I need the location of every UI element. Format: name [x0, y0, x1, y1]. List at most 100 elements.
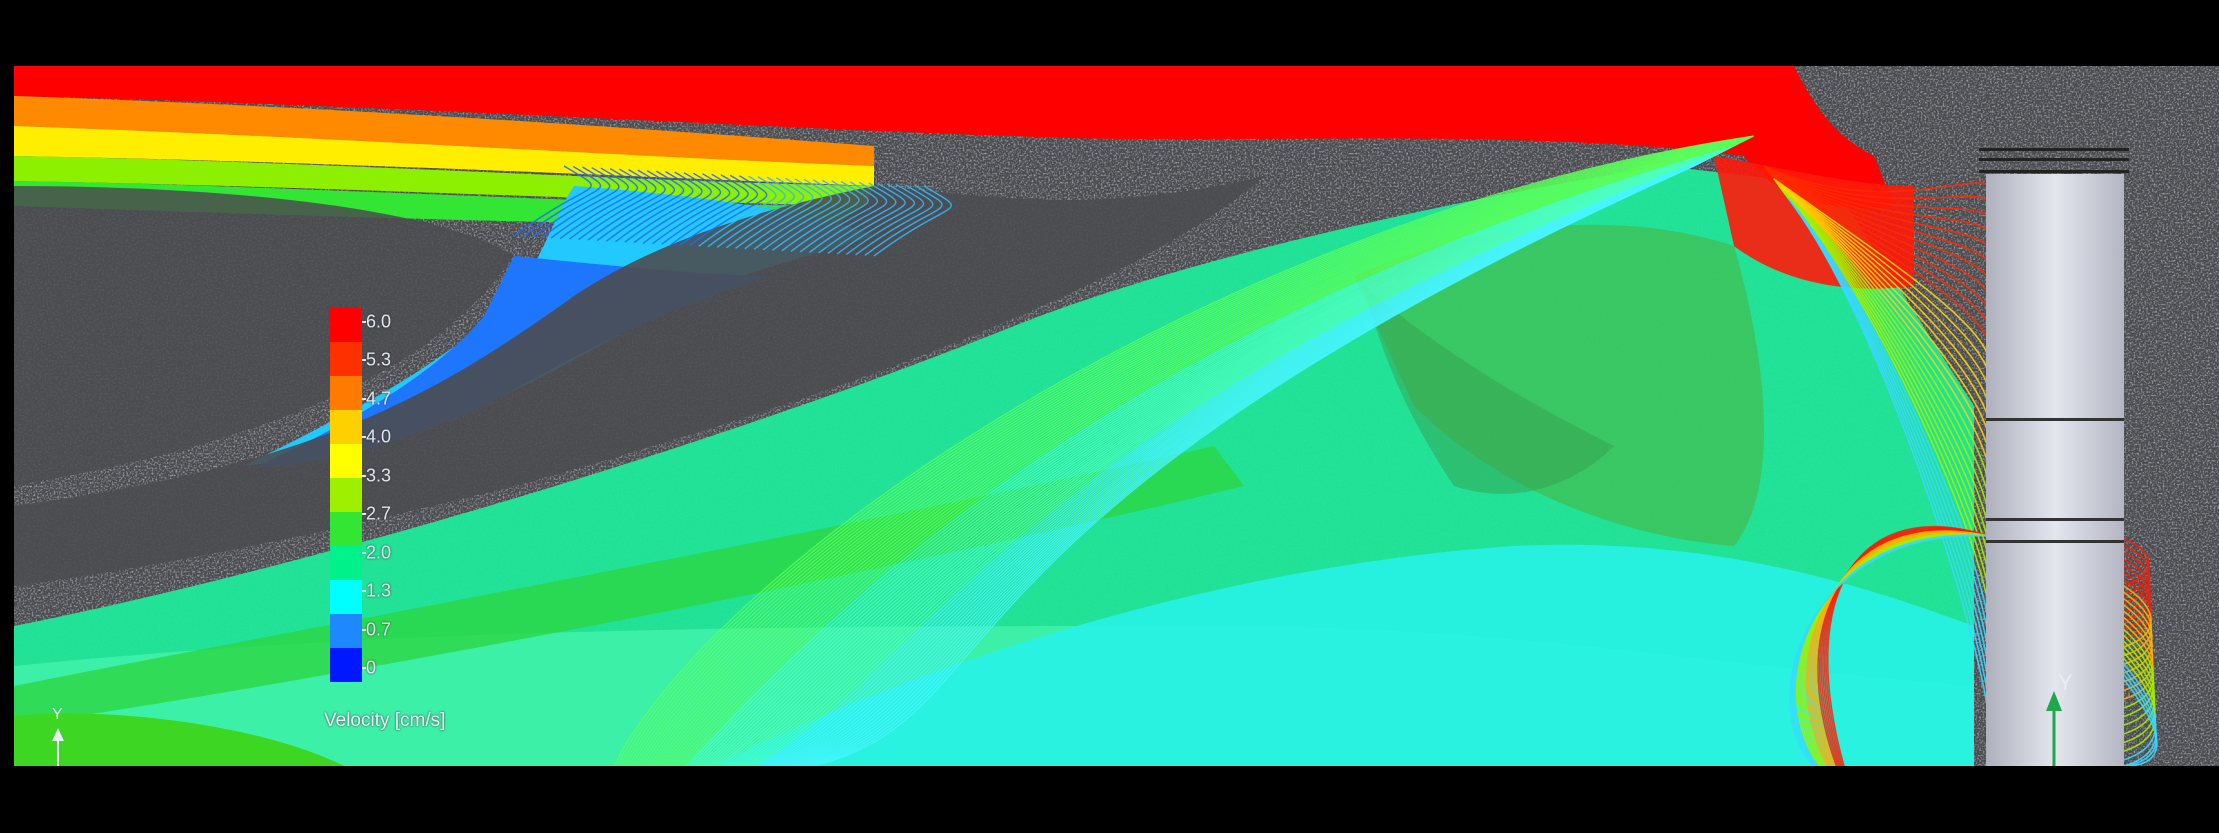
streamline — [665, 143, 1739, 766]
legend-tick-mark — [362, 590, 366, 593]
streamline — [622, 136, 1752, 766]
cylinder-column — [1979, 148, 2129, 766]
streamline — [697, 147, 1729, 766]
legend-tick-label: 0.7 — [366, 619, 392, 640]
streamline — [735, 177, 814, 249]
streamline — [707, 176, 786, 248]
streamline — [735, 153, 1718, 766]
streamline — [726, 152, 1721, 766]
streamline — [630, 137, 1749, 766]
streamline — [729, 152, 1720, 766]
streamline — [605, 170, 685, 242]
streamline — [619, 136, 1753, 766]
streamline — [805, 164, 1697, 766]
streamline — [723, 151, 1722, 766]
streamline — [654, 141, 1742, 766]
legend-tick-mark — [362, 436, 366, 439]
flow-field-green-band — [14, 446, 1244, 726]
streamline — [688, 146, 1732, 766]
axis-triad-left — [52, 728, 64, 766]
velocity-legend: 6.0 5.3 4.7 4.0 3.3 2.7 2.0 1.3 0.7 0 Velocity [c… — [314, 240, 514, 740]
streamline — [616, 135, 1754, 766]
streamline — [691, 147, 1731, 766]
streamline — [813, 165, 1695, 766]
streamline — [781, 180, 860, 252]
cylinder-cap-line-2 — [1979, 158, 2129, 161]
streamline — [755, 156, 1712, 766]
streamline — [784, 161, 1703, 766]
cylinder-mid-line — [1986, 418, 2124, 421]
streamline — [700, 148, 1729, 766]
streamline — [541, 166, 620, 239]
legend-swatch — [330, 342, 362, 376]
streamline — [716, 176, 796, 248]
streamline — [578, 168, 657, 241]
streamlines — [513, 135, 2158, 766]
streamline — [668, 143, 1738, 766]
streamline — [706, 149, 1727, 766]
obstacle-middle-wedge — [14, 176, 1264, 586]
streamline — [732, 153, 1719, 766]
streamline — [770, 158, 1708, 766]
streamline — [633, 138, 1749, 766]
legend-swatch — [330, 376, 362, 410]
legend-tick-mark — [362, 359, 366, 362]
streamline — [746, 155, 1715, 766]
cylinder-joint-1 — [1986, 518, 2124, 521]
streamline — [855, 184, 934, 256]
streamline — [720, 151, 1723, 766]
streamline — [808, 164, 1697, 766]
axis-y-label-left: Y — [52, 706, 63, 723]
jet-red-top — [14, 66, 1894, 209]
axis-y-label-right: Y — [2058, 670, 2073, 695]
flow-visualization-viewport[interactable]: Y Y 6.0 5.3 4.7 4.0 3.3 2.7 2.0 1.3 0.7 0 Velocit… — [14, 66, 2219, 766]
legend-swatch — [330, 444, 362, 478]
legend-tick-mark — [362, 513, 366, 516]
legend-tick-label: 2.7 — [366, 503, 392, 524]
legend-swatch — [330, 478, 362, 512]
streamline — [764, 158, 1710, 766]
streamline — [752, 156, 1713, 766]
streamline — [639, 139, 1747, 766]
streamline-scene — [14, 66, 2219, 766]
flow-field-olive-shade — [1354, 224, 1764, 546]
streamline — [680, 145, 1735, 766]
streamline — [836, 183, 916, 255]
flow-field-cyan — [714, 544, 1974, 766]
streamline — [799, 181, 879, 253]
legend-tick-label: 3.3 — [366, 465, 392, 486]
streamline — [778, 160, 1705, 766]
streamline — [656, 141, 1742, 766]
legend-tick-label: 2.0 — [366, 542, 392, 563]
streamline — [808, 181, 888, 253]
streamline — [625, 137, 1751, 766]
band-orange — [14, 96, 874, 166]
streamline — [715, 150, 1724, 766]
streamline — [642, 172, 722, 244]
legend-swatch — [330, 512, 362, 546]
streamline — [845, 183, 925, 256]
legend-tick-mark — [362, 551, 366, 554]
streamline — [790, 180, 869, 252]
streamline — [522, 165, 602, 238]
legend-tick-label: 6.0 — [366, 311, 392, 332]
legend-tick-label: 1.3 — [366, 580, 392, 601]
axis-triad-right — [2046, 691, 2062, 766]
streamline — [810, 164, 1696, 766]
streamline — [738, 154, 1717, 766]
streamline — [818, 182, 897, 254]
streamline — [762, 179, 842, 251]
streamline — [683, 145, 1734, 766]
legend-tick-mark — [362, 474, 366, 477]
streamline — [776, 159, 1706, 766]
streamline — [787, 161, 1703, 766]
streamline — [677, 144, 1736, 766]
legend-swatch — [330, 546, 362, 580]
streamline — [648, 140, 1744, 766]
streamline — [513, 165, 592, 237]
streamline — [802, 163, 1698, 766]
streamline — [790, 161, 1702, 766]
streamline — [651, 141, 1743, 766]
streamline — [674, 144, 1736, 766]
legend-swatch — [330, 614, 362, 648]
